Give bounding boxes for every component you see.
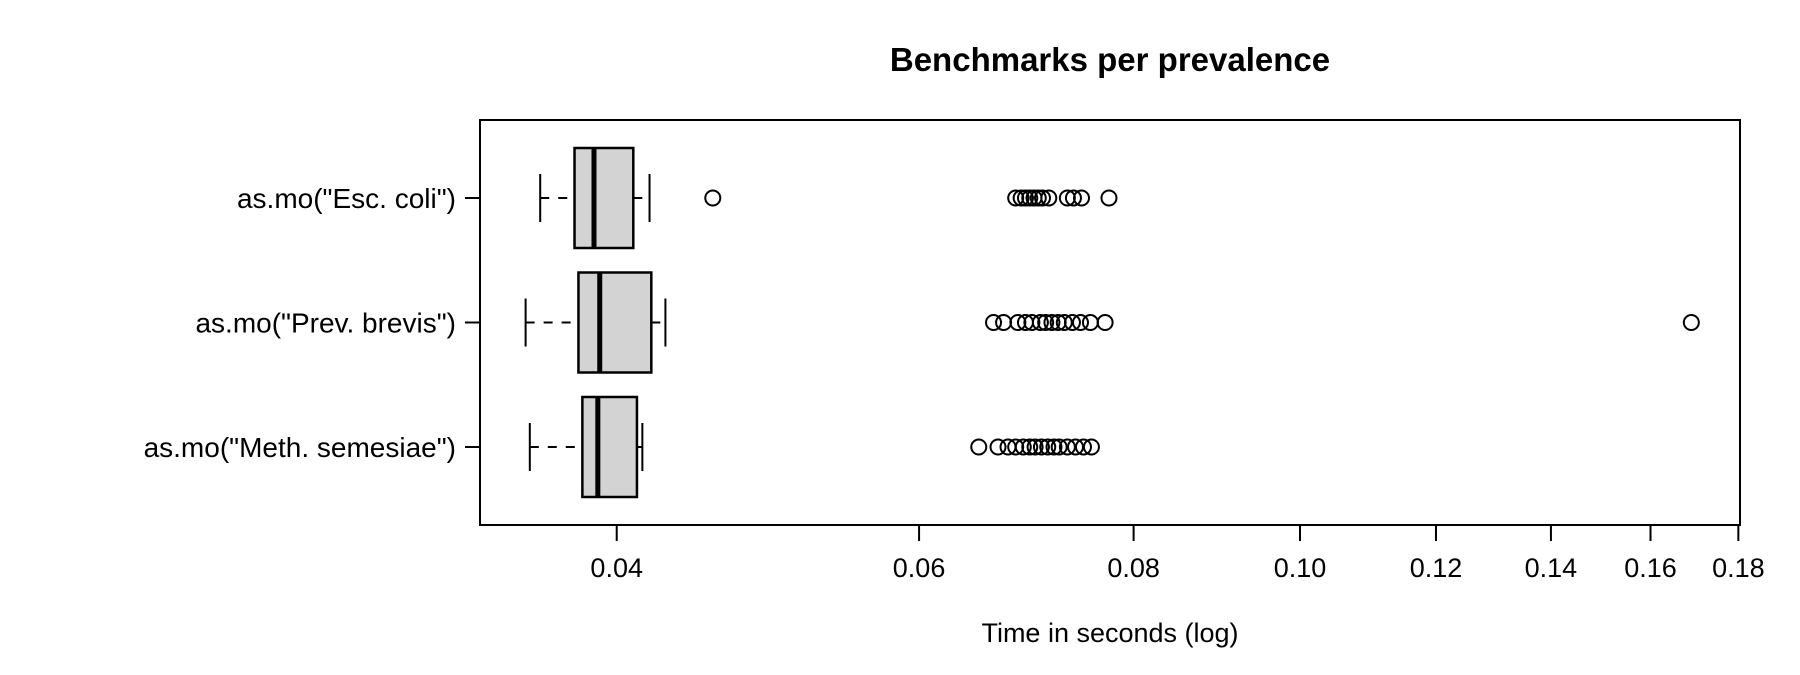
outlier-point [1039, 438, 1057, 456]
outlier-point [1031, 314, 1049, 331]
x-tick-label: 0.10 [1274, 553, 1327, 583]
chart-title: Benchmarks per prevalence [890, 41, 1330, 78]
outlier-point [985, 314, 1003, 331]
outlier-point [1045, 438, 1063, 456]
outlier-point [1071, 314, 1089, 331]
outlier-point [1021, 438, 1039, 456]
x-tick-label: 0.14 [1525, 553, 1578, 583]
outlier-point [1014, 438, 1032, 456]
outlier-point [1072, 189, 1090, 207]
outlier-point [1029, 189, 1047, 207]
outlier-point [1023, 314, 1041, 331]
outlier-point [1012, 189, 1030, 207]
outlier-point [970, 438, 988, 456]
iqr-box [573, 146, 635, 250]
outlier-point [1026, 438, 1044, 456]
outlier-point [1058, 438, 1076, 456]
outlier-point [1100, 189, 1118, 207]
outlier-point [1055, 314, 1073, 331]
x-tick-label: 0.12 [1410, 553, 1463, 583]
plot-layer: 0.04 0.06 0.08 0.10 0.12 0.14 0.16 0.18 as.mo("E… [144, 119, 1765, 583]
outlier-point [1081, 314, 1099, 331]
outlier-point [1032, 438, 1050, 456]
outlier-point [704, 189, 722, 207]
outlier-point [1043, 314, 1061, 331]
outlier-point [1050, 438, 1068, 456]
outlier-point [1016, 189, 1034, 207]
iqr-box [577, 271, 653, 374]
x-tick-label: 0.18 [1712, 553, 1765, 583]
outlier-point [1040, 189, 1058, 207]
category-label: as.mo("Meth. semesiae") [144, 432, 456, 463]
outlier-point [1064, 189, 1082, 207]
outlier-point [989, 438, 1007, 456]
outlier-point [1074, 438, 1092, 456]
outlier-point [1034, 189, 1052, 207]
outlier-point [995, 314, 1013, 331]
x-tick-label: 0.08 [1107, 553, 1160, 583]
outlier-point [1082, 438, 1100, 456]
iqr-box [581, 395, 639, 499]
outlier-point [1682, 314, 1700, 331]
category-label: as.mo("Esc. coli") [237, 183, 456, 214]
category-label: as.mo("Prev. brevis") [195, 308, 456, 339]
x-tick-label: 0.06 [893, 553, 946, 583]
x-tick-label: 0.16 [1624, 553, 1677, 583]
plot-border [479, 119, 1741, 526]
outlier-point [1096, 314, 1114, 331]
x-tick-label: 0.04 [590, 553, 643, 583]
x-axis-title: Time in seconds (log) [981, 618, 1238, 648]
outlier-point [1021, 189, 1039, 207]
outlier-point [1037, 314, 1055, 331]
outlier-point [1063, 314, 1081, 331]
